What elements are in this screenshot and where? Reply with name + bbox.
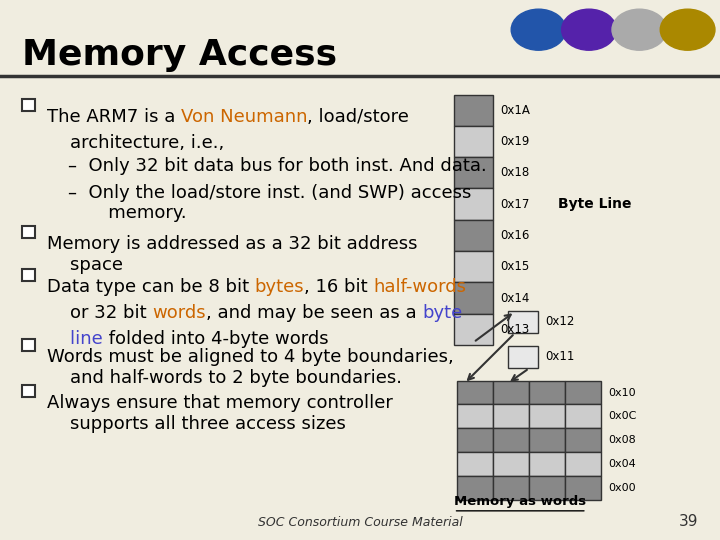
Text: words: words [152,304,206,322]
Text: Words must be aligned to 4 byte boundaries,
    and half-words to 2 byte boundar: Words must be aligned to 4 byte boundari… [47,348,454,387]
Circle shape [660,9,715,50]
Text: 39: 39 [679,514,698,529]
Text: 0x00: 0x00 [608,483,636,492]
Text: SOC Consortium Course Material: SOC Consortium Course Material [258,516,462,529]
Bar [565,476,601,500]
Text: 0x19: 0x19 [500,135,530,148]
Text: , load/store: , load/store [307,108,409,126]
Bar [454,251,493,282]
Text: 0x17: 0x17 [500,198,530,211]
Bar [565,428,601,452]
Bar [565,452,601,476]
Bar [508,346,538,368]
Text: 0x10: 0x10 [608,388,636,397]
Text: Von Neumann: Von Neumann [181,108,307,126]
Text: 0x18: 0x18 [500,166,530,179]
Bar [454,282,493,314]
Bar [493,404,529,428]
Bar [457,404,493,428]
Bar [454,220,493,251]
Bar [457,476,493,500]
Text: SOC: SOC [529,25,548,34]
Bar [493,476,529,500]
Text: 0x1A: 0x1A [500,104,530,117]
Text: Memory Access: Memory Access [22,38,337,72]
Bar [457,381,493,404]
Bar [457,428,493,452]
Text: , 16 bit: , 16 bit [305,278,374,296]
Bar [454,314,493,345]
Bar [454,157,493,188]
Circle shape [511,9,566,50]
Text: 0x11: 0x11 [545,350,575,363]
Bar [508,310,538,333]
Bar [493,452,529,476]
FancyBboxPatch shape [22,385,35,397]
Bar [565,404,601,428]
Circle shape [612,9,667,50]
Text: 0x13: 0x13 [500,323,530,336]
Text: line: line [47,330,102,348]
Text: 0x14: 0x14 [500,292,530,305]
Bar [529,404,565,428]
Text: –  Only 32 bit data bus for both inst. And data.: – Only 32 bit data bus for both inst. An… [68,157,487,174]
Text: The ARM7 is a: The ARM7 is a [47,108,181,126]
Text: 0x04: 0x04 [608,459,636,469]
FancyBboxPatch shape [22,99,35,111]
Text: Byte Line: Byte Line [558,197,631,211]
Bar [529,452,565,476]
Bar [529,428,565,452]
Text: bytes: bytes [255,278,305,296]
Bar [454,94,493,126]
FancyBboxPatch shape [22,226,35,238]
Bar [529,381,565,404]
Text: Always ensure that memory controller
    supports all three access sizes: Always ensure that memory controller sup… [47,394,392,433]
Bar [454,188,493,220]
FancyBboxPatch shape [22,339,35,351]
Text: Data type can be 8 bit: Data type can be 8 bit [47,278,255,296]
Bar [493,428,529,452]
Text: Memory is addressed as a 32 bit address
    space: Memory is addressed as a 32 bit address … [47,235,418,274]
Text: Memory as words: Memory as words [454,495,586,508]
Text: byte: byte [422,304,462,322]
Text: 0x0C: 0x0C [608,411,636,421]
Text: architecture, i.e.,: architecture, i.e., [47,134,224,152]
Text: 0x16: 0x16 [500,229,530,242]
Bar [454,126,493,157]
Text: , and may be seen as a: , and may be seen as a [206,304,422,322]
Text: or 32 bit: or 32 bit [47,304,152,322]
Bar [457,452,493,476]
FancyBboxPatch shape [22,269,35,281]
Bar [493,381,529,404]
Text: 0x15: 0x15 [500,260,530,273]
Text: 0x12: 0x12 [545,315,575,328]
Text: 0x08: 0x08 [608,435,636,445]
Text: folded into 4-byte words: folded into 4-byte words [102,330,328,348]
Text: half-words: half-words [374,278,467,296]
Text: –  Only the load/store inst. (and SWP) access
       memory.: – Only the load/store inst. (and SWP) ac… [68,184,472,222]
Circle shape [562,9,616,50]
Bar [565,381,601,404]
Bar [529,476,565,500]
